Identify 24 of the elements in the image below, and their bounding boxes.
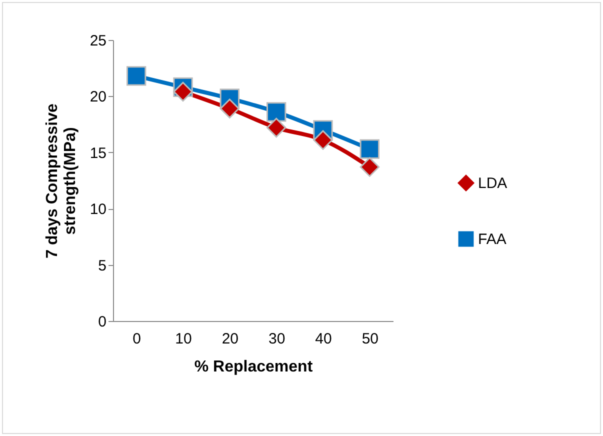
y-tick-label: 20 bbox=[90, 88, 106, 106]
point bbox=[173, 82, 193, 102]
point bbox=[313, 130, 333, 150]
point bbox=[360, 139, 380, 159]
legend-label: FAA bbox=[478, 231, 506, 248]
x-tick-label: 50 bbox=[362, 330, 379, 348]
x-tick-label: 20 bbox=[222, 330, 239, 348]
point bbox=[126, 66, 146, 86]
y-tick-label: 5 bbox=[98, 257, 106, 274]
y-tick-label: 15 bbox=[90, 144, 106, 162]
y-tick-label: 0 bbox=[98, 314, 106, 330]
point bbox=[266, 118, 286, 138]
point bbox=[266, 102, 286, 122]
x-tick-label: 0 bbox=[132, 330, 142, 348]
point bbox=[220, 98, 240, 118]
point bbox=[360, 157, 380, 177]
y-axis-title: 7 days Compressive strength(MPa) bbox=[44, 104, 79, 258]
x-axis-title: % Replacement bbox=[194, 358, 314, 376]
x-tick-label: 10 bbox=[175, 330, 192, 348]
y-tick-label: 10 bbox=[90, 201, 106, 218]
legend-label: LDA bbox=[478, 175, 508, 192]
y-tick-label: 25 bbox=[90, 32, 106, 50]
x-tick-label: 30 bbox=[268, 330, 286, 348]
x-tick-label: 40 bbox=[315, 330, 332, 348]
